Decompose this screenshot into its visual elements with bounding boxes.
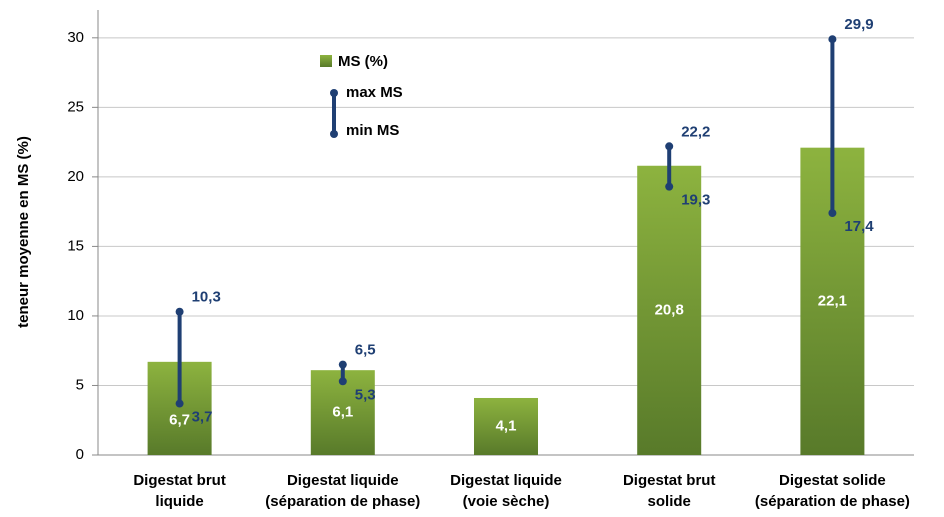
x-tick-label: solide — [648, 493, 691, 510]
y-tick-label: 5 — [76, 376, 84, 393]
x-tick-label: (voie sèche) — [463, 493, 550, 510]
min-label: 19,3 — [681, 192, 710, 209]
y-tick-label: 10 — [67, 307, 84, 324]
bar-value-label: 6,7 — [169, 411, 190, 428]
y-tick-label: 0 — [76, 446, 84, 463]
y-axis-label: teneur moyenne en MS (%) — [15, 136, 32, 328]
min-point — [338, 377, 347, 386]
max-point — [338, 360, 347, 369]
max-point — [828, 35, 837, 44]
max-label: 6,5 — [355, 342, 376, 359]
bar-value-label: 6,1 — [332, 404, 353, 421]
max-label: 22,2 — [681, 123, 710, 140]
x-tick-label: (séparation de phase) — [265, 493, 420, 510]
min-label: 5,3 — [355, 386, 376, 403]
min-label: 3,7 — [192, 409, 213, 426]
min-point — [175, 399, 184, 408]
x-tick-label: (séparation de phase) — [755, 493, 910, 510]
legend-swatch — [320, 55, 332, 67]
x-tick-label: Digestat solide — [779, 472, 886, 489]
x-tick-label: liquide — [155, 493, 203, 510]
bar-value-label: 4,1 — [496, 417, 517, 434]
y-tick-label: 15 — [67, 237, 84, 254]
legend-label: MS (%) — [338, 53, 388, 70]
max-point — [175, 307, 184, 316]
max-point — [665, 142, 674, 151]
legend-point — [330, 89, 338, 97]
max-label: 10,3 — [192, 289, 221, 306]
y-tick-label: 25 — [67, 98, 84, 115]
bar-value-label: 20,8 — [655, 301, 684, 318]
x-tick-label: Digestat liquide — [450, 472, 562, 489]
min-point — [665, 182, 674, 191]
legend-point — [330, 130, 338, 138]
x-tick-label: Digestat brut — [623, 472, 716, 489]
min-point — [828, 209, 837, 218]
legend-label: max MS — [346, 84, 403, 101]
x-tick-label: Digestat liquide — [287, 472, 399, 489]
y-tick-label: 30 — [67, 29, 84, 46]
y-tick-label: 20 — [67, 168, 84, 185]
max-label: 29,9 — [844, 16, 873, 33]
bar-value-label: 22,1 — [818, 292, 847, 309]
bar — [474, 397, 538, 455]
min-label: 17,4 — [844, 218, 874, 235]
x-tick-label: Digestat brut — [133, 472, 226, 489]
bar — [637, 165, 702, 455]
legend-label: min MS — [346, 122, 399, 139]
